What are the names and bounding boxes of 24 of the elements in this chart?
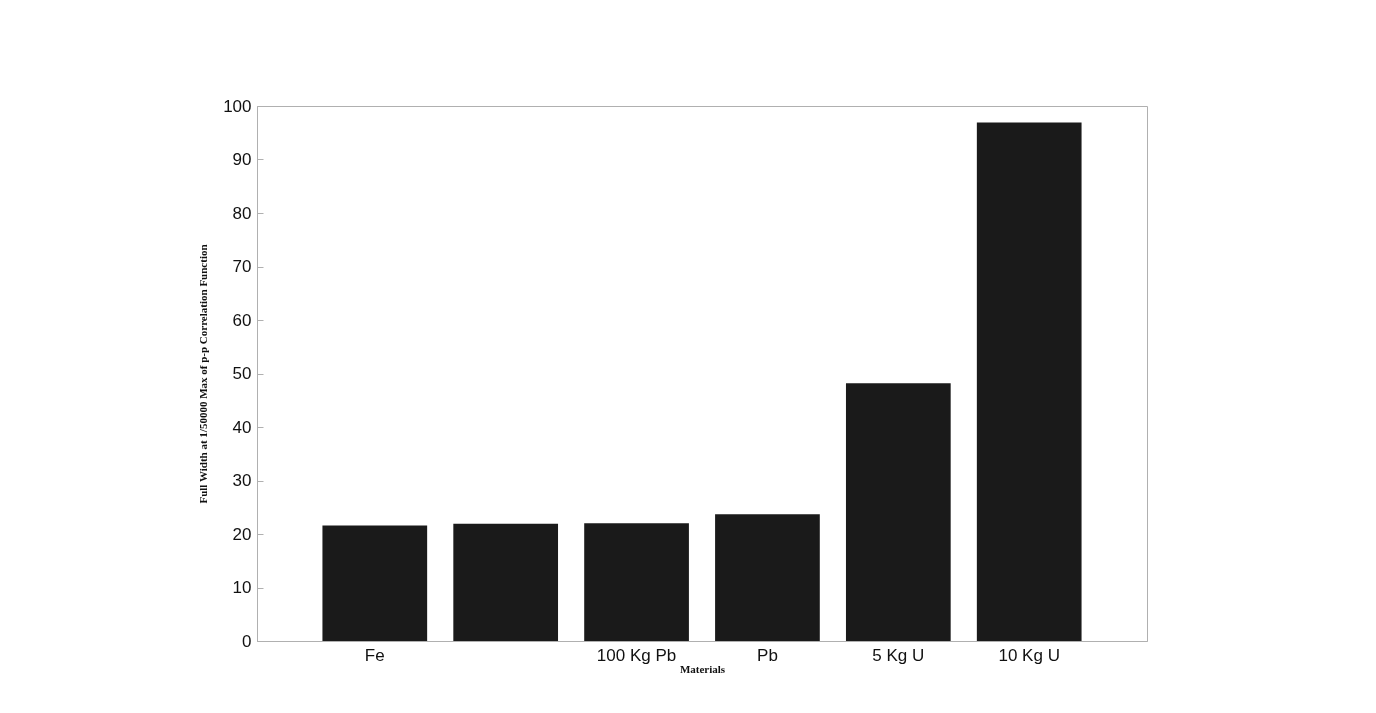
x-tick-label: 10 Kg U	[998, 645, 1060, 665]
bar	[845, 383, 951, 641]
y-tick-label: 0	[242, 631, 252, 651]
bar	[715, 514, 820, 641]
x-tick-label: Pb	[757, 645, 778, 665]
x-axis-title: Materials	[679, 662, 726, 675]
x-tick-label: 5 Kg U	[872, 645, 925, 665]
y-tick-label: 20	[232, 524, 252, 544]
bar	[976, 122, 1082, 641]
y-tick-label: 60	[232, 310, 252, 330]
y-tick-label: 70	[232, 257, 252, 276]
y-tick-label: 90	[232, 150, 252, 169]
bar	[584, 523, 689, 641]
y-tick-label: 40	[232, 417, 252, 437]
bar	[322, 525, 428, 641]
y-tick-label: 50	[232, 364, 252, 383]
y-tick-label: 100	[223, 96, 252, 116]
y-tick-label: 10	[232, 578, 252, 597]
y-tick-label: 30	[232, 471, 252, 490]
x-tick-label: Fe	[364, 645, 385, 665]
bar	[453, 523, 559, 641]
y-tick-label: 80	[232, 203, 252, 223]
y-axis-title: Full Width at 1/50000 Max of p-p Correlation Function	[197, 244, 210, 504]
x-tick-label: 100 Kg Pb	[596, 645, 677, 665]
